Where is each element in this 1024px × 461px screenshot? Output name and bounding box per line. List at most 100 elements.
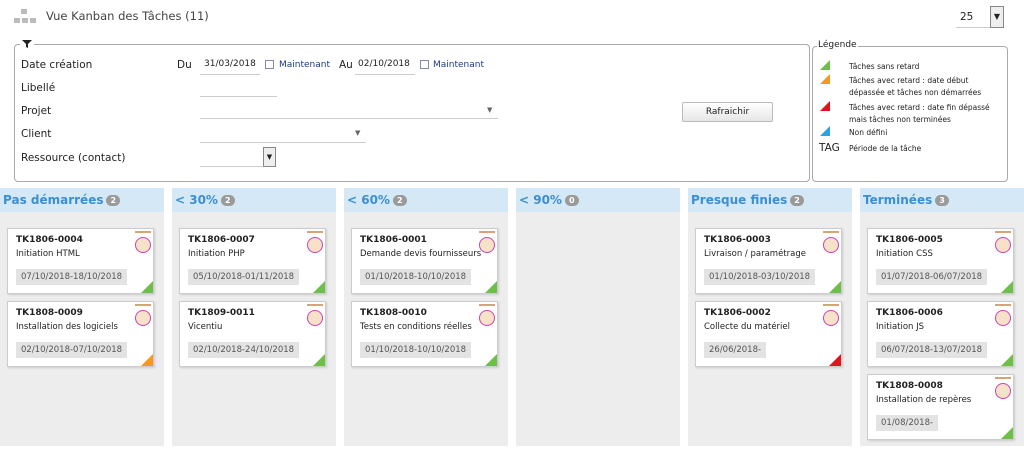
page-title: Vue Kanban des Tâches (11) (46, 9, 209, 23)
status-corner (829, 354, 841, 366)
tag-bar (479, 304, 495, 306)
column-count: 2 (220, 195, 235, 206)
status-corner (1001, 427, 1013, 439)
status-corner (1001, 354, 1013, 366)
status-corner (485, 354, 497, 366)
column-name: < 90% 0 (519, 193, 579, 207)
select-project[interactable] (200, 118, 498, 119)
column-name: < 30% 2 (175, 193, 235, 207)
task-card[interactable]: TK1806-0002 Collecte du matériel 26/06/201… (695, 301, 842, 367)
legend-text: Période de la tâche (849, 144, 922, 153)
input-line (355, 74, 415, 75)
task-card[interactable]: TK1808-0008 Installation de repères 01/08/… (867, 374, 1014, 440)
avatar[interactable] (823, 237, 839, 253)
task-dates: 26/06/2018- (704, 342, 767, 358)
legend-marker: TAG (819, 142, 840, 154)
field-label: Client (21, 128, 52, 140)
task-dates: 01/08/2018- (876, 415, 939, 431)
tag-bar (135, 304, 151, 306)
field-label: Libellé (21, 82, 56, 94)
task-label: Demande devis fournisseurs (360, 249, 482, 259)
avatar[interactable] (307, 237, 323, 253)
avatar[interactable] (479, 310, 495, 326)
avatar[interactable] (995, 310, 1011, 326)
field-label: Du (177, 59, 192, 71)
avatar[interactable] (135, 237, 151, 253)
avatar[interactable] (995, 237, 1011, 253)
task-label: Collecte du matériel (704, 322, 791, 332)
status-corner (141, 281, 153, 293)
now-link[interactable]: Maintenant (279, 60, 331, 70)
legend-title: Légende (817, 40, 858, 50)
column-header: < 90% 0 (516, 188, 680, 212)
legend-panel (812, 46, 1008, 182)
task-card[interactable]: TK1806-0006 Initiation JS 06/07/2018-13/07… (867, 301, 1014, 367)
now-link[interactable]: Maintenant (433, 60, 485, 70)
task-id: TK1806-0005 (876, 235, 943, 245)
select-arrow: ▼ (355, 129, 361, 137)
avatar[interactable] (307, 310, 323, 326)
task-dates: 01/10/2018-10/10/2018 (360, 269, 472, 285)
tag-bar (995, 304, 1011, 306)
refresh-button[interactable]: Rafraichir (682, 102, 773, 122)
tag-bar (995, 231, 1011, 233)
select-client[interactable] (200, 142, 366, 143)
status-corner (1001, 281, 1013, 293)
avatar[interactable] (823, 310, 839, 326)
date-input[interactable]: 31/03/2018 (204, 59, 256, 69)
task-id: TK1806-0007 (188, 235, 255, 245)
avatar[interactable] (135, 310, 151, 326)
column-header: < 60% 2 (344, 188, 508, 212)
select-arrow[interactable]: ▼ (263, 147, 276, 167)
tag-bar (823, 231, 839, 233)
task-card[interactable]: TK1809-0011 Vicentiu 02/10/2018-24/10/2018 (179, 301, 326, 367)
date-input[interactable]: 02/10/2018 (358, 59, 410, 69)
task-dates: 01/10/2018-10/10/2018 (360, 342, 472, 358)
task-id: TK1806-0003 (704, 235, 771, 245)
task-card[interactable]: TK1806-0004 Initiation HTML 07/10/2018-18/… (7, 228, 154, 294)
avatar[interactable] (995, 383, 1011, 399)
legend-text: Non défini (849, 128, 888, 137)
field-label: Date création (21, 59, 93, 71)
column-count: 0 (564, 195, 579, 206)
calendar-icon[interactable] (420, 60, 429, 69)
task-dates: 01/07/2018-06/07/2018 (876, 269, 988, 285)
task-card[interactable]: TK1806-0003 Livraison / paramétrage 01/10/… (695, 228, 842, 294)
tag-bar (135, 231, 151, 233)
tag-bar (479, 231, 495, 233)
legend-marker (820, 126, 830, 136)
task-card[interactable]: TK1808-0009 Installation des logiciels 02/… (7, 301, 154, 367)
column-header: Presque finies 2 (688, 188, 852, 212)
column-header: < 30% 2 (172, 188, 336, 212)
column-name: Terminées 3 (863, 193, 949, 207)
task-card[interactable]: TK1806-0001 Demande devis fournisseurs 01/… (351, 228, 498, 294)
column-count: 3 (935, 195, 949, 206)
task-card[interactable]: TK1808-0010 Tests en conditions réelles 01… (351, 301, 498, 367)
calendar-icon[interactable] (265, 60, 274, 69)
task-id: TK1806-0006 (876, 308, 943, 318)
legend-text: Tâches avec retard : date fin dépassé ma… (849, 103, 990, 124)
task-id: TK1806-0001 (360, 235, 427, 245)
input-line[interactable] (200, 96, 277, 97)
task-id: TK1806-0002 (704, 308, 771, 318)
task-card[interactable]: TK1806-0007 Initiation PHP 05/10/2018-01/1… (179, 228, 326, 294)
page-size-dropdown[interactable]: ▼ (990, 6, 1004, 28)
task-label: Installation des logiciels (16, 322, 118, 332)
avatar[interactable] (479, 237, 495, 253)
select-arrow: ▼ (487, 106, 493, 114)
task-dates: 01/10/2018-03/10/2018 (704, 269, 816, 285)
task-label: Initiation CSS (876, 249, 933, 259)
task-dates: 05/10/2018-01/11/2018 (188, 269, 300, 285)
select-resource[interactable] (200, 166, 262, 167)
task-id: TK1809-0011 (188, 308, 255, 318)
filter-icon (20, 39, 34, 49)
column-name: < 60% 2 (347, 193, 407, 207)
page-size[interactable]: 25 (956, 7, 992, 28)
task-card[interactable]: TK1806-0005 Initiation CSS 01/07/2018-06/0… (867, 228, 1014, 294)
task-label: Vicentiu (188, 322, 223, 332)
legend-text: Tâches sans retard (849, 62, 920, 71)
tag-bar (995, 377, 1011, 379)
app-icon (14, 9, 36, 23)
column-count: 2 (106, 195, 121, 206)
legend-marker (820, 74, 830, 84)
